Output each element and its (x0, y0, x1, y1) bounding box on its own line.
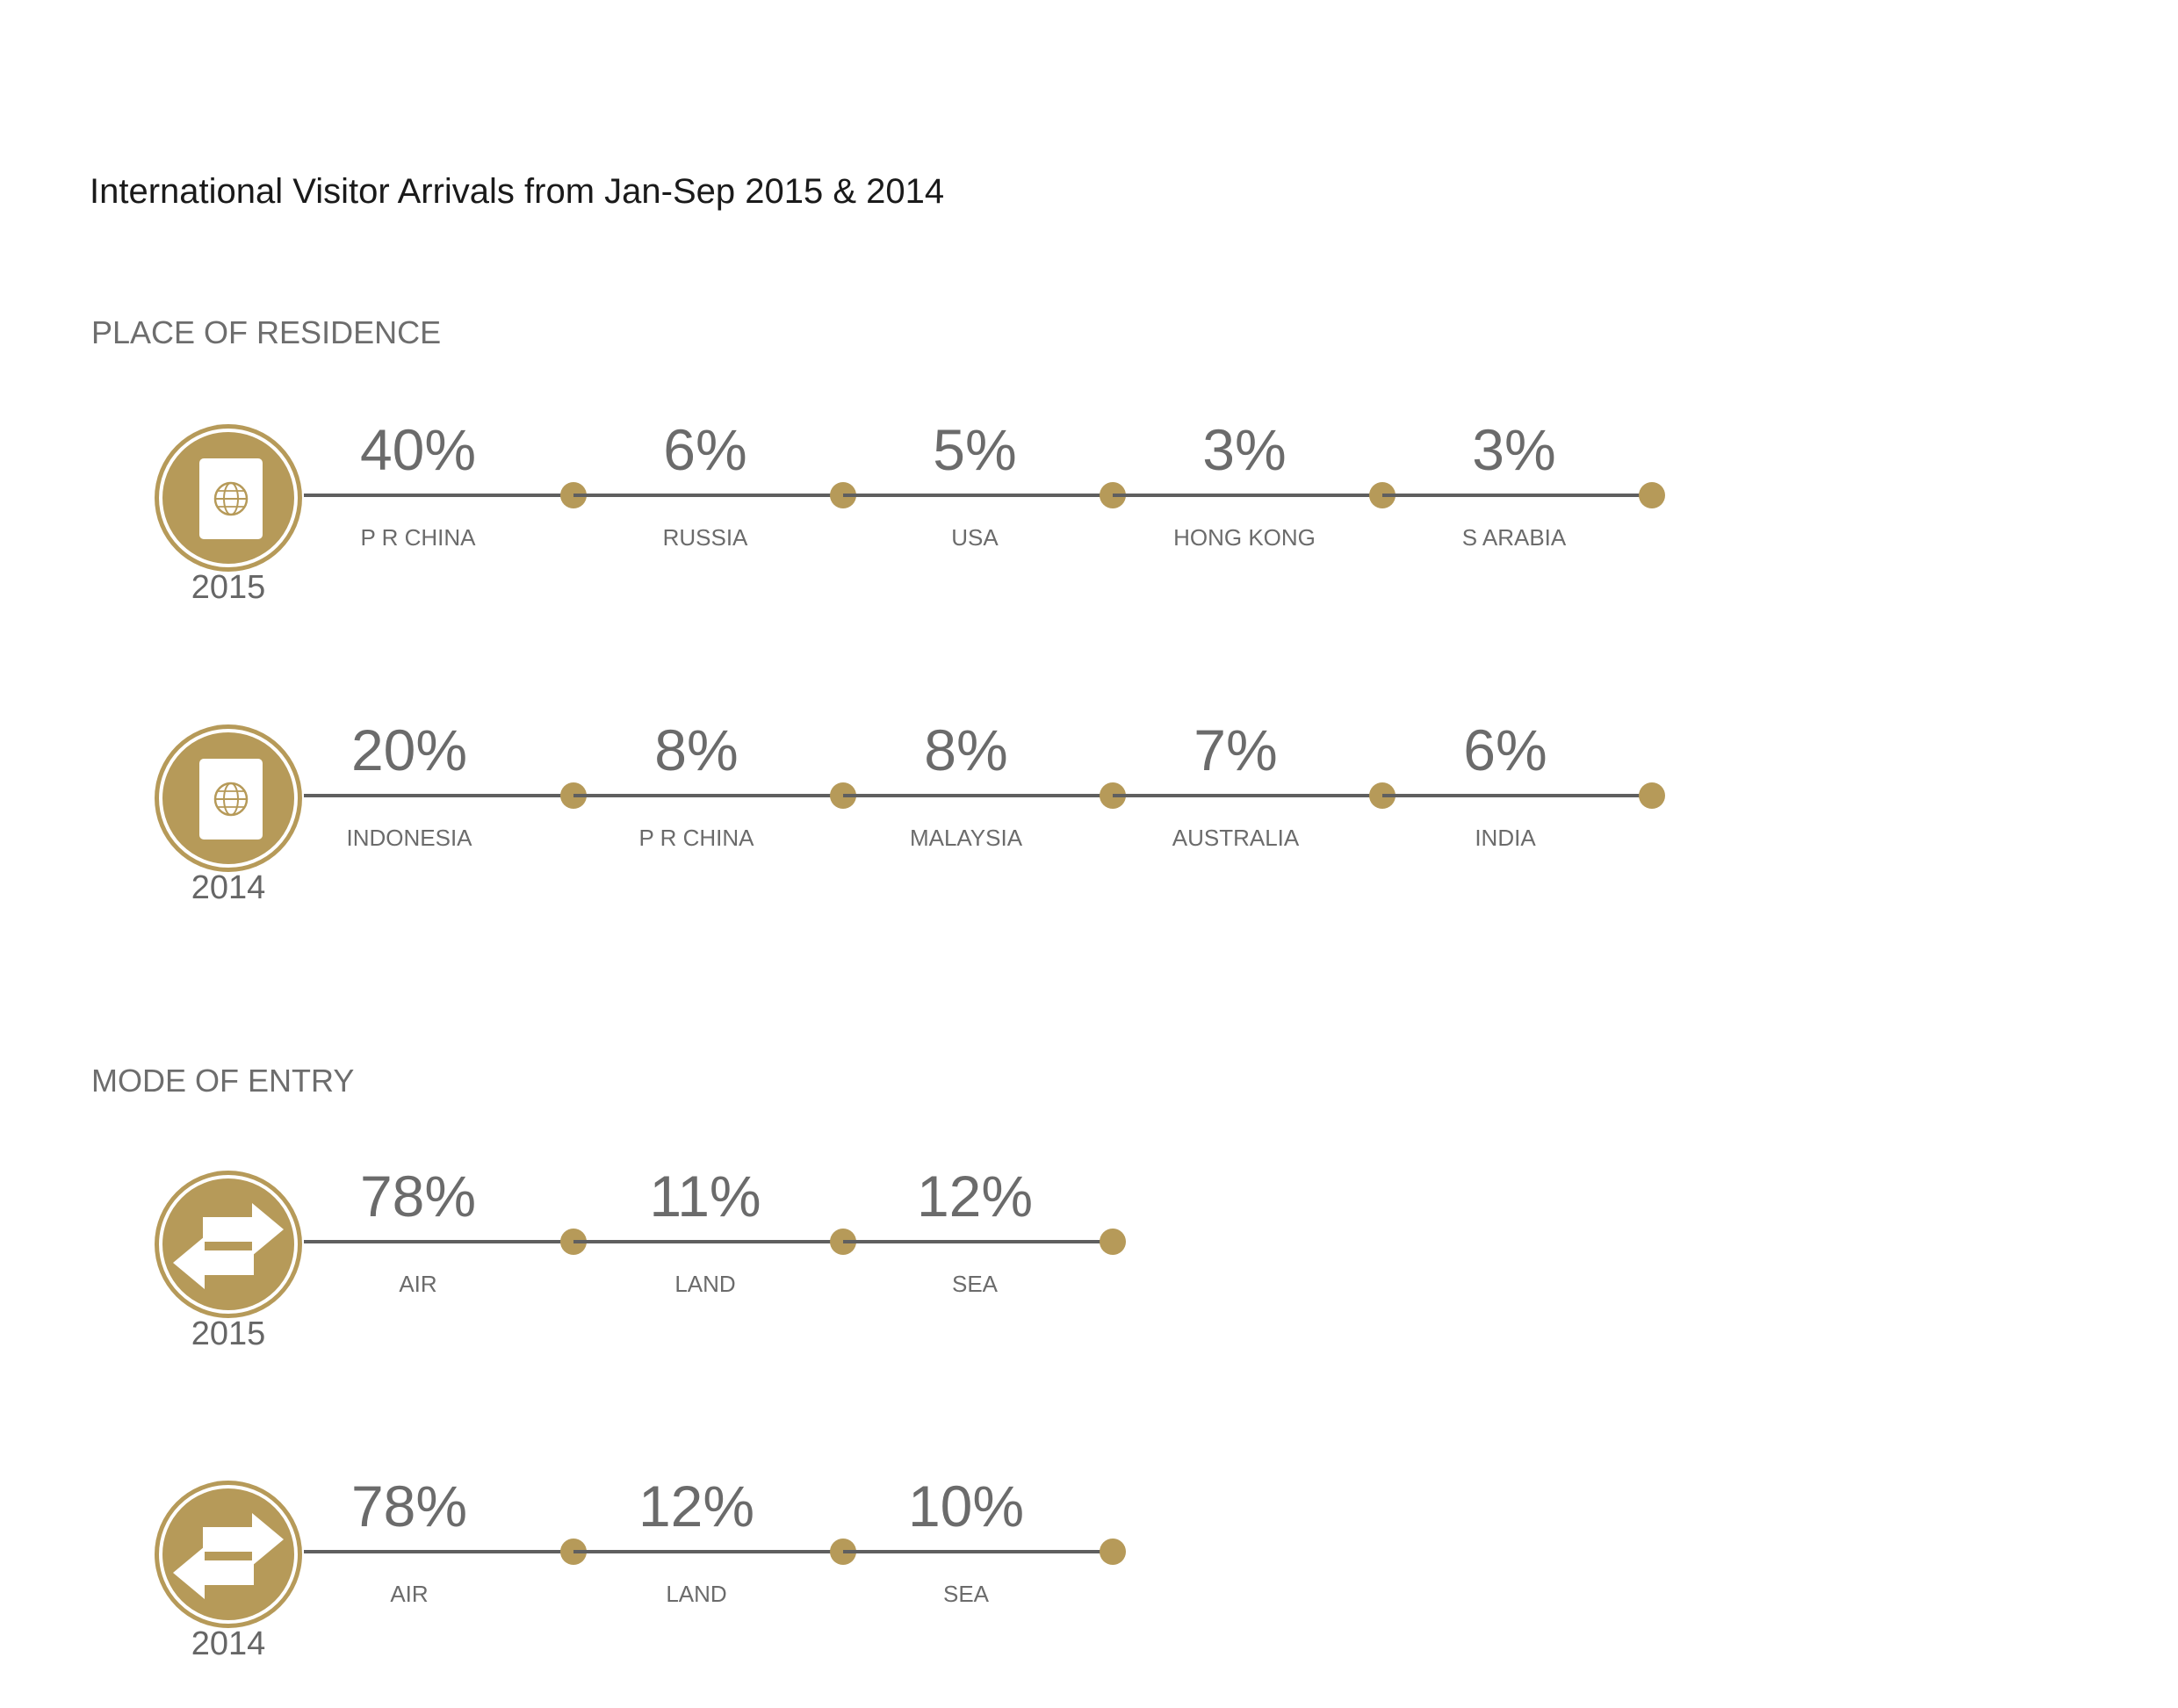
value-label: 6% (663, 417, 747, 482)
timeline-dot (1100, 1539, 1126, 1565)
passport-globe-icon (155, 724, 302, 872)
chart-row-residence-2015: 2015 40% P R CHINA 6% RUSSIA 5% USA 3% HONG KON… (0, 417, 2178, 615)
chart-row-entry-2015: 2015 78% AIR 11% LAND 12% SEA (0, 1164, 2178, 1361)
value-label: 7% (1194, 717, 1278, 782)
chart-row-entry-2014: 2014 78% AIR 12% LAND 10% SEA (0, 1474, 2178, 1671)
section-label-mode-of-entry: MODE OF ENTRY (91, 1063, 355, 1099)
timeline-svg (304, 1539, 1126, 1565)
value-label: 78% (350, 1474, 468, 1539)
category-label: P R CHINA (360, 524, 476, 551)
value-label: 11% (649, 1164, 761, 1229)
year-label: 2015 (191, 569, 266, 606)
category-label: AUSTRALIA (1172, 825, 1300, 851)
value-label: 12% (916, 1164, 1034, 1229)
value-label: 5% (933, 417, 1017, 482)
category-label: LAND (666, 1581, 727, 1607)
category-label: INDONESIA (346, 825, 472, 851)
category-label: S ARABIA (1461, 524, 1567, 551)
category-label: SEA (951, 1271, 999, 1297)
value-label: 10% (907, 1474, 1025, 1539)
timeline-dot (1639, 482, 1665, 508)
category-label: INDIA (1475, 825, 1536, 851)
value-label: 8% (924, 717, 1008, 782)
timeline-dot (1100, 1229, 1126, 1255)
category-label: AIR (399, 1271, 437, 1297)
category-label: LAND (674, 1271, 736, 1297)
two-way-arrows-icon (155, 1171, 302, 1318)
year-label: 2015 (191, 1315, 266, 1352)
value-label: 3% (1472, 417, 1556, 482)
value-label: 78% (359, 1164, 477, 1229)
year-label: 2014 (191, 1625, 266, 1662)
value-label: 8% (654, 717, 739, 782)
two-way-arrows-icon (155, 1481, 302, 1628)
passport-globe-icon (155, 424, 302, 572)
chart-row-residence-2014: 2014 20% INDONESIA 8% P R CHINA 8% MALAYSIA 7%… (0, 717, 2178, 915)
section-label-place-of-residence: PLACE OF RESIDENCE (91, 314, 442, 350)
timeline-svg (304, 482, 1665, 508)
year-label: 2014 (191, 869, 266, 906)
value-label: 40% (359, 417, 477, 482)
timeline-dot (1639, 782, 1665, 809)
category-label: RUSSIA (662, 524, 748, 551)
page-title: International Visitor Arrivals from Jan-… (90, 172, 945, 211)
value-label: 6% (1463, 717, 1547, 782)
category-label: AIR (390, 1581, 429, 1607)
category-label: MALAYSIA (909, 825, 1023, 851)
category-label: USA (951, 524, 999, 551)
value-label: 20% (350, 717, 468, 782)
category-label: P R CHINA (638, 825, 754, 851)
timeline-svg (304, 1229, 1126, 1255)
category-label: SEA (942, 1581, 990, 1607)
value-label: 12% (638, 1474, 755, 1539)
category-label: HONG KONG (1173, 524, 1316, 551)
value-label: 3% (1202, 417, 1287, 482)
timeline-svg (304, 782, 1665, 809)
